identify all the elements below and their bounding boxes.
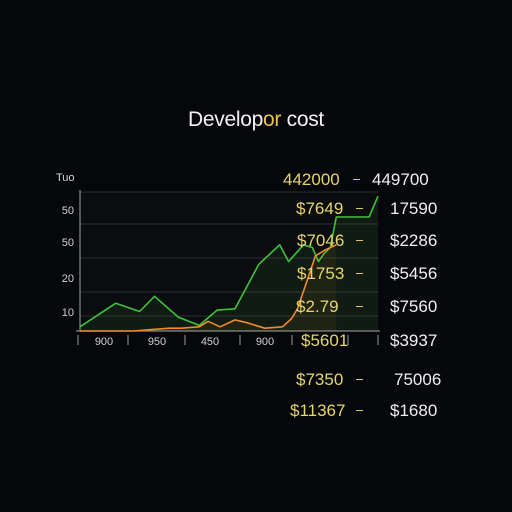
value-label-a: $1753 — [297, 264, 345, 283]
y-tick-label: 10 — [62, 307, 74, 319]
x-tick-label: 900 — [95, 336, 113, 348]
value-label-b: 75006 — [394, 370, 442, 389]
value-label-a: $11367 — [290, 401, 346, 420]
value-label-a: $7046 — [297, 231, 345, 250]
label-dash — [356, 306, 363, 307]
title-text-end: cost — [281, 108, 325, 131]
label-dash — [356, 379, 363, 380]
title-text-highlight: or — [263, 108, 282, 131]
value-label-a-top: 442000 — [283, 170, 340, 189]
series-area-1 — [80, 244, 337, 331]
y-axis-label: Tuo — [56, 172, 75, 184]
value-label-b: $5456 — [390, 264, 438, 283]
value-label-a: $2.79 — [296, 297, 339, 316]
y-tick-label: 50 — [62, 205, 74, 217]
value-label-b: $2286 — [390, 231, 438, 250]
value-label-a: $5601 — [301, 331, 349, 350]
y-tick-label: 50 — [62, 237, 74, 249]
value-label-b: $3937 — [390, 331, 438, 350]
value-label-b: $7560 — [390, 297, 438, 316]
chart-title: Developor cost — [0, 108, 512, 132]
y-tick-label: 20 — [62, 273, 74, 285]
x-tick-label: 900 — [256, 336, 274, 348]
series-line-1 — [80, 244, 337, 332]
value-label-b: 449700 — [372, 170, 429, 189]
x-tick-label: 450 — [201, 336, 219, 348]
label-dash — [356, 208, 363, 209]
value-label-a: $7649 — [296, 199, 344, 218]
series-line-0 — [79, 195, 379, 328]
value-label-b: $1680 — [390, 401, 438, 420]
label-dash — [356, 273, 363, 274]
value-label-a: $7350 — [296, 370, 344, 389]
label-dash — [356, 240, 363, 241]
label-dash — [353, 179, 360, 180]
title-text-start: Develop — [188, 108, 263, 131]
x-tick-label: 950 — [148, 336, 166, 348]
label-dash — [356, 410, 363, 411]
value-label-b: 17590 — [390, 199, 438, 218]
